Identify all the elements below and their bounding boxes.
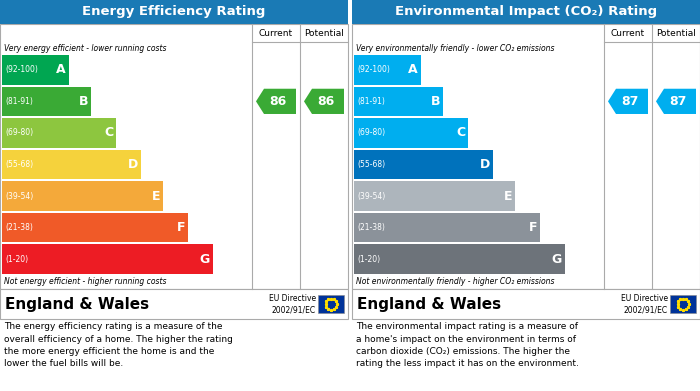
Bar: [352, 289, 700, 319]
Text: (21-38): (21-38): [357, 223, 385, 232]
Text: (92-100): (92-100): [357, 65, 390, 74]
Text: E: E: [504, 190, 512, 203]
Text: G: G: [552, 253, 562, 266]
Text: Not energy efficient - higher running costs: Not energy efficient - higher running co…: [4, 277, 167, 286]
Bar: [354, 181, 515, 211]
Bar: [354, 55, 421, 84]
Text: Potential: Potential: [304, 29, 344, 38]
Text: B: B: [430, 95, 440, 108]
Bar: [354, 86, 443, 116]
Bar: [2, 244, 213, 274]
Bar: [354, 150, 493, 179]
Text: Very energy efficient - lower running costs: Very energy efficient - lower running co…: [4, 44, 167, 53]
Bar: [352, 0, 700, 24]
Text: (39-54): (39-54): [5, 192, 34, 201]
Text: (81-91): (81-91): [357, 97, 385, 106]
Bar: [352, 24, 700, 289]
Bar: [0, 24, 348, 289]
Text: 86: 86: [270, 95, 286, 108]
Text: F: F: [176, 221, 185, 234]
Bar: [2, 213, 188, 242]
Text: Environmental Impact (CO₂) Rating: Environmental Impact (CO₂) Rating: [395, 5, 657, 18]
Text: D: D: [127, 158, 138, 171]
Text: E: E: [152, 190, 160, 203]
Text: The energy efficiency rating is a measure of the
overall efficiency of a home. T: The energy efficiency rating is a measur…: [4, 322, 233, 368]
Polygon shape: [608, 89, 648, 114]
Text: EU Directive
2002/91/EC: EU Directive 2002/91/EC: [621, 294, 668, 314]
Text: Not environmentally friendly - higher CO₂ emissions: Not environmentally friendly - higher CO…: [356, 277, 554, 286]
Text: (39-54): (39-54): [357, 192, 385, 201]
Text: (21-38): (21-38): [5, 223, 33, 232]
Text: EU Directive
2002/91/EC: EU Directive 2002/91/EC: [269, 294, 316, 314]
Text: (55-68): (55-68): [5, 160, 33, 169]
Text: 86: 86: [317, 95, 335, 108]
Polygon shape: [304, 89, 344, 114]
Text: F: F: [528, 221, 537, 234]
Polygon shape: [256, 89, 296, 114]
Bar: [0, 0, 348, 24]
Text: D: D: [480, 158, 490, 171]
Text: B: B: [79, 95, 88, 108]
Text: (55-68): (55-68): [357, 160, 385, 169]
Text: (92-100): (92-100): [5, 65, 38, 74]
Text: (69-80): (69-80): [5, 128, 33, 137]
Text: C: C: [456, 126, 465, 140]
Text: (81-91): (81-91): [5, 97, 33, 106]
Bar: [2, 150, 141, 179]
Text: Potential: Potential: [656, 29, 696, 38]
Text: Current: Current: [259, 29, 293, 38]
Bar: [2, 55, 69, 84]
Text: C: C: [104, 126, 113, 140]
Text: England & Wales: England & Wales: [357, 296, 501, 312]
Text: G: G: [199, 253, 210, 266]
Bar: [2, 118, 116, 148]
Text: Current: Current: [611, 29, 645, 38]
Text: Very environmentally friendly - lower CO₂ emissions: Very environmentally friendly - lower CO…: [356, 44, 554, 53]
Text: 87: 87: [622, 95, 638, 108]
Bar: [354, 213, 540, 242]
Bar: [354, 244, 565, 274]
Text: (1-20): (1-20): [5, 255, 28, 264]
Bar: [0, 289, 348, 319]
Text: Energy Efficiency Rating: Energy Efficiency Rating: [83, 5, 266, 18]
Bar: [318, 295, 344, 313]
Text: A: A: [56, 63, 66, 76]
Text: (69-80): (69-80): [357, 128, 385, 137]
Text: 87: 87: [669, 95, 687, 108]
Text: England & Wales: England & Wales: [5, 296, 149, 312]
Text: (1-20): (1-20): [357, 255, 380, 264]
Text: The environmental impact rating is a measure of
a home's impact on the environme: The environmental impact rating is a mea…: [356, 322, 579, 368]
Polygon shape: [656, 89, 696, 114]
Text: A: A: [408, 63, 418, 76]
Bar: [670, 295, 696, 313]
Bar: [2, 86, 91, 116]
Bar: [354, 118, 468, 148]
Bar: [2, 181, 163, 211]
